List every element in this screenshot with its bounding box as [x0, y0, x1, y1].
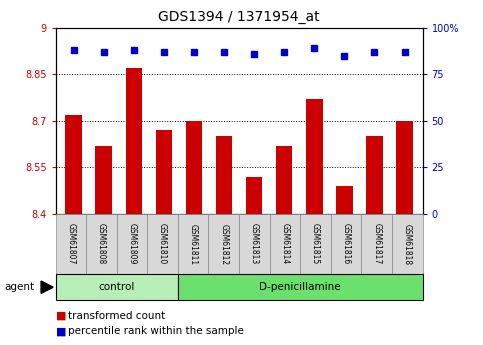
- Text: percentile rank within the sample: percentile rank within the sample: [68, 326, 243, 336]
- Text: GSM61815: GSM61815: [311, 224, 320, 265]
- Text: control: control: [99, 282, 135, 292]
- Text: GSM61816: GSM61816: [341, 224, 351, 265]
- Text: D-penicillamine: D-penicillamine: [259, 282, 341, 292]
- Title: GDS1394 / 1371954_at: GDS1394 / 1371954_at: [158, 10, 320, 24]
- Bar: [126, 68, 142, 214]
- Bar: [185, 121, 202, 214]
- Text: GSM61807: GSM61807: [66, 224, 75, 265]
- Text: ■: ■: [56, 311, 66, 321]
- Polygon shape: [41, 281, 53, 293]
- Text: GSM61814: GSM61814: [281, 224, 289, 265]
- Bar: [96, 146, 112, 214]
- Text: agent: agent: [5, 282, 35, 292]
- Text: GSM61817: GSM61817: [372, 224, 381, 265]
- Bar: [396, 121, 413, 214]
- Text: GSM61809: GSM61809: [128, 224, 137, 265]
- Bar: [65, 115, 82, 214]
- Bar: [276, 146, 293, 214]
- Text: GSM61818: GSM61818: [403, 224, 412, 265]
- Bar: [216, 136, 232, 214]
- Text: GSM61813: GSM61813: [250, 224, 259, 265]
- Bar: [246, 177, 262, 214]
- Text: GSM61811: GSM61811: [189, 224, 198, 265]
- Text: GSM61810: GSM61810: [158, 224, 167, 265]
- Text: GSM61812: GSM61812: [219, 224, 228, 265]
- Bar: [306, 99, 323, 214]
- Bar: [336, 186, 353, 214]
- Text: ■: ■: [56, 326, 66, 336]
- Bar: [366, 136, 383, 214]
- Text: transformed count: transformed count: [68, 311, 165, 321]
- Bar: [156, 130, 172, 214]
- Text: GSM61808: GSM61808: [97, 224, 106, 265]
